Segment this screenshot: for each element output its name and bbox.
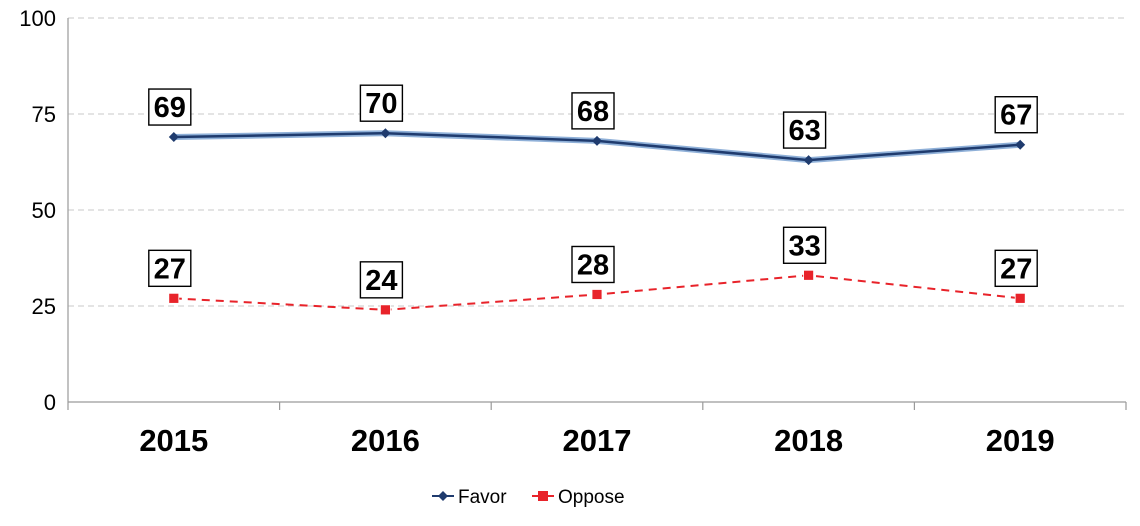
y-tick-label: 25	[32, 294, 56, 319]
data-label-box	[782, 226, 827, 264]
y-tick-label: 0	[44, 390, 56, 415]
legend-label: Favor	[458, 487, 507, 508]
data-point-oppose	[379, 304, 391, 316]
legend-label: Oppose	[558, 487, 625, 508]
axes	[67, 18, 1127, 410]
legend-marker-favor	[438, 491, 448, 501]
data-label: 27	[1000, 253, 1032, 285]
gridlines	[68, 17, 1126, 307]
x-tick-label: 2019	[986, 423, 1055, 458]
data-point-favor	[592, 135, 602, 146]
data-label: 27	[154, 253, 186, 285]
data-label-box	[359, 84, 404, 122]
x-axis-ticks: 2015 2016 2017 2018 2019	[139, 423, 1054, 458]
data-label-box	[148, 88, 192, 126]
data-label-box	[359, 261, 404, 299]
series-group	[168, 128, 1026, 316]
data-label-box	[994, 96, 1038, 134]
data-point-favor	[380, 128, 391, 139]
data-point-oppose	[168, 292, 180, 304]
y-tick-label: 50	[32, 198, 56, 223]
x-tick-label: 2018	[774, 423, 843, 458]
x-tick-label: 2015	[139, 423, 208, 458]
data-point-oppose	[1014, 292, 1026, 304]
data-label: 70	[365, 88, 397, 120]
data-label: 33	[788, 230, 820, 262]
data-label-box	[571, 92, 615, 130]
data-point-oppose	[591, 289, 603, 300]
data-label: 28	[577, 249, 609, 281]
data-point-favor	[168, 132, 179, 143]
x-tick-label: 2016	[351, 423, 420, 458]
data-label: 24	[365, 265, 397, 297]
data-label: 67	[1000, 100, 1032, 132]
data-label: 68	[577, 96, 609, 128]
y-axis-ticks: 0 25 50 75 100	[19, 6, 56, 415]
data-label-box	[782, 111, 827, 149]
data-point-oppose	[803, 269, 814, 281]
data-labels: 69 70 68 63 67 27 24 28 33 27	[148, 84, 1038, 299]
data-label-box	[994, 249, 1038, 288]
legend: Favor Oppose	[432, 487, 625, 508]
y-tick-label: 75	[32, 102, 56, 127]
data-label: 69	[154, 92, 186, 124]
data-point-favor	[803, 155, 814, 166]
data-label: 63	[788, 115, 820, 147]
x-tick-label: 2017	[563, 423, 632, 458]
y-tick-label: 100	[19, 6, 56, 31]
data-point-favor	[1015, 139, 1026, 150]
data-label-box	[571, 245, 615, 284]
legend-marker-oppose	[538, 491, 548, 501]
data-label-box	[148, 249, 192, 288]
